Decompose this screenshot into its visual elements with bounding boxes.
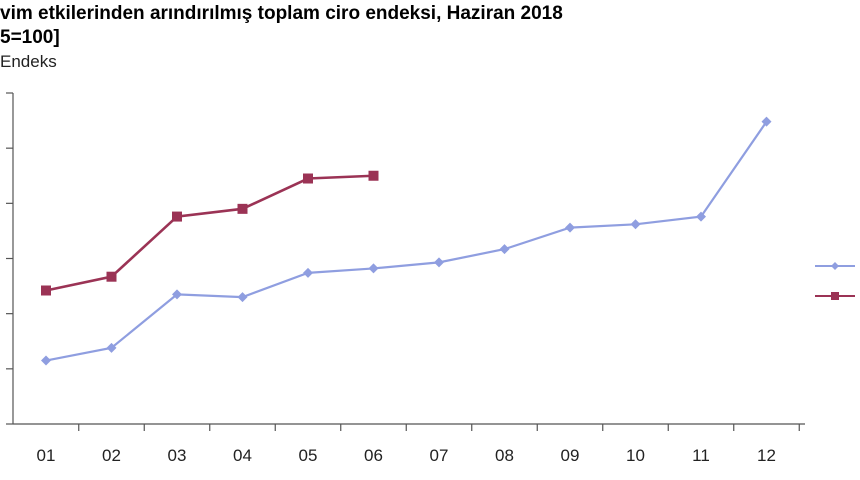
legend-marker-1 [831, 262, 839, 270]
x-tick-label: 03 [168, 446, 187, 465]
series-point-1 [237, 292, 248, 303]
series-point-1 [368, 263, 379, 274]
series-point-2 [41, 285, 51, 296]
series-point-2 [368, 170, 379, 181]
y-axis-label: Endeks [0, 52, 57, 71]
axes: 01 02 03 04 05 06 07 08 09 10 11 12 [6, 92, 805, 465]
series-point-2 [172, 211, 182, 222]
x-tick-label: 08 [495, 446, 514, 465]
series-layer [41, 116, 772, 366]
series-point-1 [41, 355, 51, 366]
series-point-1 [106, 342, 117, 353]
series-point-1 [630, 219, 641, 230]
x-tick-label: 06 [364, 446, 383, 465]
series-line-2 [45, 174, 374, 292]
series-point-1 [434, 257, 444, 268]
x-tick-label: 02 [102, 446, 121, 465]
x-tick-label: 04 [233, 446, 252, 465]
legend-marker-2 [831, 292, 839, 300]
chart-title-line2: 5=100] [0, 27, 60, 48]
x-tick-label: 05 [299, 446, 318, 465]
series-point-1 [696, 211, 706, 222]
legend [815, 262, 855, 300]
series-line-1 [45, 121, 768, 362]
x-tick-label: 10 [626, 446, 645, 465]
series-point-1 [565, 222, 575, 233]
series-point-2 [303, 173, 313, 184]
series-point-1 [172, 289, 182, 300]
x-tick-label: 11 [692, 446, 710, 465]
x-tick-label: 07 [430, 446, 449, 465]
series-point-2 [237, 203, 248, 214]
x-tick-label: 09 [561, 446, 580, 465]
series-point-1 [499, 244, 510, 255]
x-tick-label: 01 [37, 446, 56, 465]
chart-title-line1: vim etkilerinden arındırılmış toplam cir… [0, 3, 563, 24]
series-point-1 [761, 116, 772, 127]
x-tick-label: 12 [757, 446, 776, 465]
series-point-1 [303, 267, 313, 278]
series-point-2 [106, 271, 117, 282]
